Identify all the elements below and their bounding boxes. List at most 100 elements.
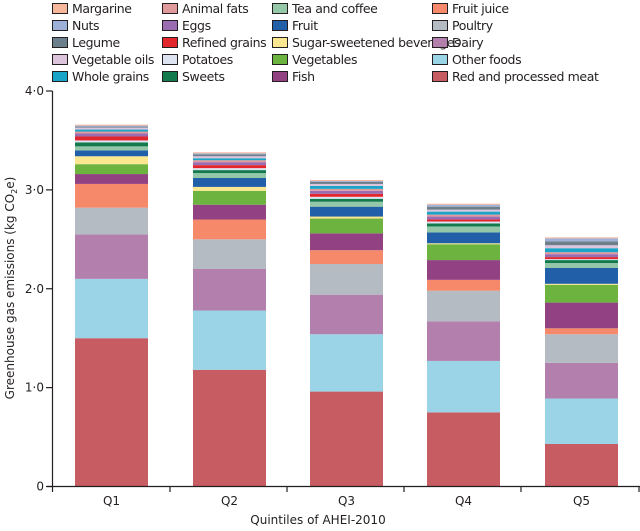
bar-segment-q5-dairy xyxy=(545,362,618,399)
bar-segment-q4-red-and-processed-meat xyxy=(427,412,500,487)
bar-segment-q3-tea-and-coffee xyxy=(310,201,383,207)
bar-segment-q2-fruit xyxy=(193,178,266,187)
bar-segment-q3-poultry xyxy=(310,264,383,295)
legend-item-fruit-juice: Fruit juice xyxy=(432,0,509,17)
bar-segment-q4-nuts xyxy=(427,204,500,207)
legend-label: Fruit xyxy=(292,18,318,33)
legend-swatch xyxy=(272,20,288,31)
bar-segment-q3-vegetable-oils xyxy=(310,183,383,186)
bar-segment-q2-sugar-sweetened-beverages xyxy=(193,186,266,191)
legend-item-tea-and-coffee: Tea and coffee xyxy=(272,0,378,17)
legend-item-fish: Fish xyxy=(272,68,315,85)
bar-segment-q4-tea-and-coffee xyxy=(427,226,500,233)
legend-label: Whole grains xyxy=(72,69,149,84)
bar-segment-q5-margarine xyxy=(545,237,618,239)
legend-label: Tea and coffee xyxy=(292,1,378,16)
bar-segment-q2-margarine xyxy=(193,152,266,154)
bar-segment-q4-margarine xyxy=(427,203,500,205)
legend-swatch xyxy=(162,3,178,14)
bar-segment-q5-red-and-processed-meat xyxy=(545,443,618,487)
bar-segment-q3-red-and-processed-meat xyxy=(310,391,383,487)
legend-item-refined-grains: Refined grains xyxy=(162,34,267,51)
bar-segment-q3-other-foods xyxy=(310,334,383,392)
bar-segment-q4-sweets xyxy=(427,223,500,227)
bar-segment-q3-legume xyxy=(310,181,383,184)
bar-segment-q1-nuts xyxy=(75,125,148,127)
bar-segment-q5-tea-and-coffee xyxy=(545,263,618,268)
y-tick-label: 1·0 xyxy=(25,381,44,395)
legend-swatch xyxy=(162,20,178,31)
legend-item-vegetable-oils: Vegetable oils xyxy=(52,51,154,68)
legend-swatch xyxy=(272,3,288,14)
legend-label: Potatoes xyxy=(182,52,233,67)
y-tick-label: 0 xyxy=(36,480,44,494)
x-axis-title: Quintiles of AHEI-2010 xyxy=(250,513,385,527)
legend-swatch xyxy=(52,20,68,31)
bar-segment-q2-sweets xyxy=(193,170,266,174)
legend-swatch xyxy=(52,37,68,48)
bar-segment-q2-refined-grains xyxy=(193,165,266,169)
legend-item-whole-grains: Whole grains xyxy=(52,68,149,85)
bar-segment-q5-vegetables xyxy=(545,284,618,303)
bar-q5 xyxy=(545,237,618,487)
legend-label: Vegetable oils xyxy=(72,52,155,67)
x-ticks-group: Q1 Q2 Q3 Q4 Q5 xyxy=(103,486,640,508)
legend-label: Nuts xyxy=(72,18,100,33)
legend-swatch xyxy=(432,54,448,65)
legend-swatch xyxy=(162,54,178,65)
bar-segment-q4-animal-fats xyxy=(427,214,500,217)
bar-q2 xyxy=(193,152,266,487)
bar-segment-q2-legume xyxy=(193,154,266,157)
bar-segment-q2-potatoes xyxy=(193,168,266,171)
x-tick-label-q4: Q4 xyxy=(455,494,472,508)
legend-swatch xyxy=(432,20,448,31)
bar-segment-q1-fruit-juice xyxy=(75,183,148,208)
bar-segment-q3-vegetables xyxy=(310,218,383,234)
legend-label: Legume xyxy=(72,35,120,50)
bar-segment-q4-vegetable-oils xyxy=(427,209,500,212)
bar-segment-q1-other-foods xyxy=(75,278,148,339)
legend-label: Red and processed meat xyxy=(452,69,599,84)
bar-segment-q3-refined-grains xyxy=(310,193,383,197)
legend-label: Poultry xyxy=(452,18,493,33)
bar-segment-q5-fish xyxy=(545,302,618,329)
legend-swatch xyxy=(162,37,178,48)
bar-segment-q4-potatoes xyxy=(427,221,500,224)
y-axis-title-main: Greenhouse gas emissions (kg CO xyxy=(3,194,17,400)
bar-segment-q3-fruit xyxy=(310,206,383,217)
bar-segment-q2-red-and-processed-meat xyxy=(193,369,266,487)
legend-item-other-foods: Other foods xyxy=(432,51,522,68)
bar-segment-q4-fruit xyxy=(427,232,500,244)
bar-segment-q1-margarine xyxy=(75,124,148,126)
bar-segment-q2-eggs xyxy=(193,162,266,166)
legend-swatch xyxy=(272,37,288,48)
legend-item-nuts: Nuts xyxy=(52,17,99,34)
bar-segment-q5-potatoes xyxy=(545,259,618,261)
legend-swatch xyxy=(272,71,288,82)
axes-group xyxy=(47,91,640,492)
bar-segment-q1-animal-fats xyxy=(75,131,148,134)
y-tick-label: 4·0 xyxy=(25,84,44,98)
bar-segment-q1-sugar-sweetened-beverages xyxy=(75,156,148,165)
legend-item-margarine: Margarine xyxy=(52,0,132,17)
legend-item-potatoes: Potatoes xyxy=(162,51,233,68)
bar-segment-q1-whole-grains xyxy=(75,129,148,132)
bar-segment-q1-eggs xyxy=(75,133,148,137)
y-axis-title-subscript: 2 xyxy=(10,189,19,194)
bar-segment-q2-vegetable-oils xyxy=(193,156,266,159)
legend-item-poultry: Poultry xyxy=(432,17,493,34)
legend-item-dairy: Dairy xyxy=(432,34,484,51)
legend-item-vegetables: Vegetables xyxy=(272,51,357,68)
y-axis-title-end: e) xyxy=(3,177,17,189)
bar-segment-q1-tea-and-coffee xyxy=(75,146,148,151)
bar-segment-q2-fish xyxy=(193,204,266,220)
x-tick-label-q1: Q1 xyxy=(103,494,120,508)
legend-item-red-and-processed-meat: Red and processed meat xyxy=(432,68,599,85)
legend-label: Sweets xyxy=(182,69,225,84)
bar-segment-q4-eggs xyxy=(427,216,500,220)
y-ticks-group: 0 1·0 2·0 3·0 4·0 xyxy=(25,84,53,494)
legend-label: Other foods xyxy=(452,52,522,67)
legend-swatch xyxy=(52,3,68,14)
bar-segment-q4-other-foods xyxy=(427,360,500,413)
